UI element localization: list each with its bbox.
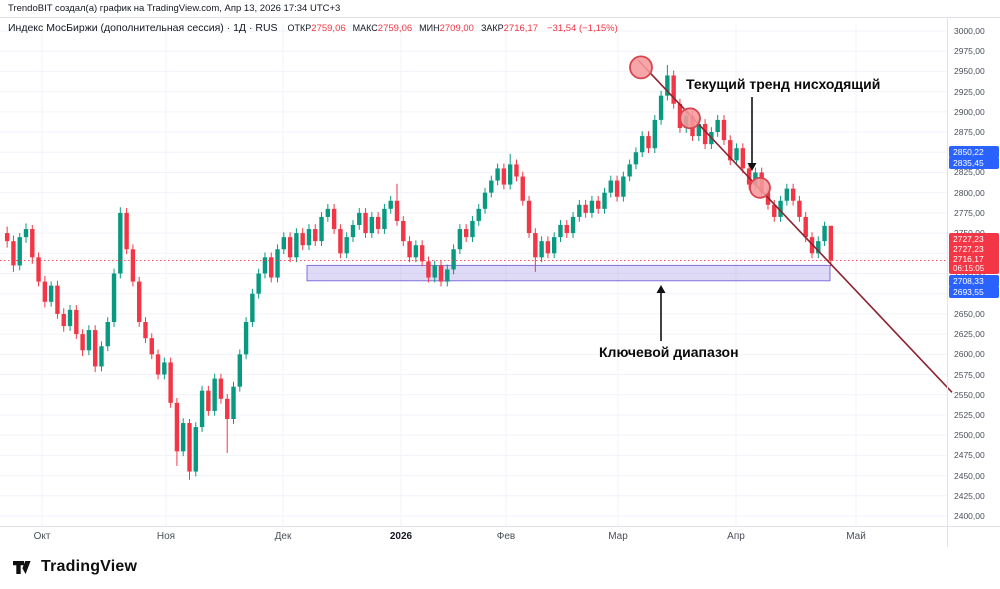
- price-tick-label: 2650,00: [954, 308, 985, 319]
- time-axis-label: Фев: [496, 531, 516, 542]
- price-tick-label: 2525,00: [954, 409, 985, 420]
- price-badge: 2835,45: [949, 157, 999, 169]
- time-axis-label: Мар: [608, 531, 628, 542]
- attribution-bar: TrendoBIT создал(а) график на TradingVie…: [0, 0, 1000, 18]
- ohlc-open: ОТКР2759,06: [287, 23, 346, 34]
- price-badge: 2727,23: [949, 233, 999, 245]
- price-tick-label: 2475,00: [954, 450, 985, 461]
- price-tick-label: 2700,00: [954, 268, 985, 279]
- time-axis-label: 2026: [389, 531, 413, 542]
- annotation-range-label: Ключевой диапазон: [599, 344, 739, 360]
- price-tick-label: 2950,00: [954, 66, 985, 77]
- price-tick-label: 2575,00: [954, 369, 985, 380]
- price-tick-label: 2400,00: [954, 511, 985, 521]
- annotation-trend-label: Текущий тренд нисходящий: [686, 76, 881, 92]
- price-tick-label: 2900,00: [954, 106, 985, 117]
- annotation-arrows: [656, 97, 757, 341]
- current-price-badge: 2716,17 06:15:05: [949, 252, 999, 274]
- price-tick-label: 3000,00: [954, 26, 985, 36]
- price-tick-label: 2800,00: [954, 187, 985, 198]
- symbol-legend[interactable]: Индекс МосБиржи (дополнительная сессия) …: [8, 22, 618, 34]
- price-tick-label: 2775,00: [954, 207, 985, 218]
- price-tick-label: 2600,00: [954, 349, 985, 360]
- ohlc-low: МИН2709,00: [419, 23, 474, 34]
- price-badge: 2708,33: [949, 275, 999, 287]
- price-tick-label: 2625,00: [954, 329, 985, 340]
- price-tick-label: 2500,00: [954, 430, 985, 441]
- ohlc-high: МАКС2759,06: [352, 23, 413, 34]
- price-tick-label: 2425,00: [954, 490, 985, 501]
- price-tick-label: 2975,00: [954, 46, 985, 57]
- time-axis[interactable]: Окт Ноя Дек 2026 Фев Мар Апр Май: [0, 527, 948, 547]
- symbol-title[interactable]: Индекс МосБиржи (дополнительная сессия) …: [8, 22, 278, 34]
- time-axis-label: Дек: [274, 531, 292, 542]
- bar-countdown: 06:15:05: [953, 263, 985, 273]
- attribution-text: TrendoBIT создал(а) график на TradingVie…: [8, 3, 341, 14]
- price-axis-badges: 2850,22 2835,45 2727,23 2727,23 2716,17 06:15…: [948, 0, 1000, 589]
- ohlc-close: ЗАКР2716,17: [480, 23, 538, 34]
- time-axis-label: Ноя: [156, 531, 176, 542]
- price-badge: 2727,23: [949, 243, 999, 255]
- candlestick-series: [4, 64, 834, 480]
- time-axis-label: Май: [846, 531, 866, 542]
- price-tick-label: 2875,00: [954, 127, 985, 138]
- time-axis-label: Окт: [33, 531, 51, 542]
- price-tick-label: 2925,00: [954, 86, 985, 97]
- key-range-box[interactable]: [306, 264, 831, 282]
- footer: TradingView: [12, 556, 137, 578]
- price-tick-label: 2825,00: [954, 167, 985, 178]
- price-badge: 2693,55: [949, 286, 999, 298]
- tradingview-brand[interactable]: TradingView: [41, 558, 138, 575]
- price-tick-label: 2550,00: [954, 389, 985, 400]
- grid-lines: [0, 24, 948, 527]
- axis-borders: [0, 18, 1000, 547]
- tradingview-logo-icon[interactable]: [12, 556, 34, 578]
- price-change: −31,54 (−1,15%): [546, 23, 618, 34]
- time-axis-label: Апр: [727, 531, 745, 542]
- price-badge: 2850,22: [949, 146, 999, 158]
- trend-touch-circles[interactable]: [629, 55, 771, 199]
- price-tick-label: 2450,00: [954, 470, 985, 481]
